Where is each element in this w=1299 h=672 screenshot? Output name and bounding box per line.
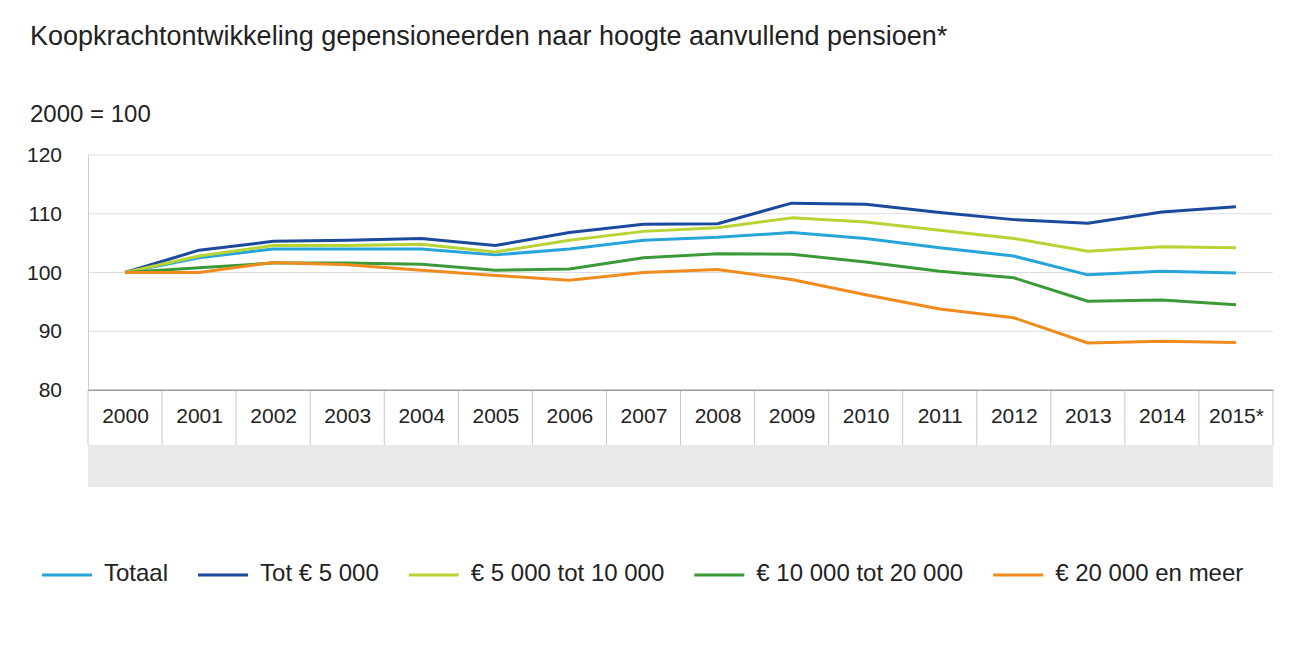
grid-line (88, 390, 1273, 391)
x-tick: 2013 (1065, 390, 1112, 427)
x-tick-label: 2014 (1139, 404, 1186, 427)
x-tick-label: 2011 (918, 404, 963, 427)
legend-label: Totaal (104, 559, 168, 586)
category-separator (162, 390, 163, 445)
grid-line (88, 155, 1273, 156)
category-separator (310, 390, 311, 445)
y-tick-label: 100 (27, 261, 62, 284)
x-tick: 2014 (1139, 390, 1186, 427)
legend-label: € 20 000 en meer (1055, 559, 1243, 586)
category-separator (606, 390, 607, 445)
category-separator (828, 390, 829, 445)
legend-item: Tot € 5 000 (198, 559, 379, 586)
y-tick-label: 80 (39, 378, 62, 401)
category-separator (458, 390, 459, 445)
legend-swatch (42, 574, 92, 577)
legend-item: € 5 000 tot 10 000 (409, 559, 665, 586)
subtitle: 2000 = 100 (30, 100, 151, 127)
x-tick-label: 2001 (176, 404, 223, 427)
y-tick: 110 (29, 202, 88, 225)
x-axis-cells (88, 390, 1273, 445)
x-tick-label: 2003 (324, 404, 371, 427)
category-separator (1050, 390, 1051, 445)
category-separator (384, 390, 385, 445)
legend-swatch (694, 574, 744, 577)
legend-label: Tot € 5 000 (260, 559, 379, 586)
x-tick: 2011 (918, 390, 963, 427)
grid-line (88, 331, 1273, 332)
x-tick-label: 2013 (1065, 404, 1112, 427)
y-tick-label: 120 (27, 143, 62, 166)
legend-swatch (993, 574, 1043, 577)
x-tick: 2009 (769, 390, 816, 427)
category-separator (680, 390, 681, 445)
category-separators (88, 390, 1273, 445)
y-tick-label: 110 (29, 202, 62, 225)
category-separator (1273, 390, 1274, 445)
x-tick: 2004 (398, 390, 445, 427)
x-tick-label: 2012 (991, 404, 1038, 427)
legend-label: € 10 000 tot 20 000 (756, 559, 963, 586)
x-tick: 2006 (547, 390, 594, 427)
series-line (125, 233, 1236, 275)
legend-swatch (198, 574, 248, 577)
legend-label: € 5 000 tot 10 000 (471, 559, 665, 586)
category-separator (236, 390, 237, 445)
x-tick: 2015* (1209, 390, 1264, 427)
x-tick: 2008 (695, 390, 742, 427)
legend-swatch (409, 574, 459, 577)
legend-item: € 20 000 en meer (993, 559, 1243, 586)
category-separator (754, 390, 755, 445)
x-tick: 2002 (250, 390, 297, 427)
lines (125, 203, 1236, 343)
x-tick-label: 2005 (472, 404, 519, 427)
series-line (125, 263, 1236, 343)
x-axis-band (88, 390, 1273, 487)
grid-line (88, 213, 1273, 214)
y-tick-label: 90 (39, 319, 62, 342)
y-tick: 120 (27, 143, 88, 166)
y-axis: 80 90 100 110 120 (27, 143, 89, 401)
x-tick: 2005 (472, 390, 519, 427)
y-axis-line (88, 156, 89, 391)
x-tick-label: 2015* (1209, 404, 1264, 427)
x-tick: 2003 (324, 390, 371, 427)
x-tick-label: 2002 (250, 404, 297, 427)
x-tick-label: 2007 (621, 404, 668, 427)
title: Koopkrachtontwikkeling gepensioneerden n… (30, 21, 948, 51)
category-separator (1198, 390, 1199, 445)
chart: Koopkrachtontwikkeling gepensioneerden n… (0, 0, 1299, 672)
legend-item: Totaal (42, 559, 168, 586)
x-tick-label: 2004 (398, 404, 445, 427)
category-separator (1124, 390, 1125, 445)
x-tick-label: 2010 (843, 404, 890, 427)
category-separator (88, 390, 89, 445)
x-tick-label: 2009 (769, 404, 816, 427)
x-axis: 2000 2001 2002 2003 2004 2005 2006 2007 2008 2009… (89, 390, 1274, 427)
series-line (125, 254, 1236, 305)
x-tick-label: 2008 (695, 404, 742, 427)
y-tick: 100 (27, 261, 88, 284)
grid (88, 155, 1273, 390)
y-tick: 90 (39, 319, 88, 342)
y-tick: 80 (39, 378, 88, 401)
legend: Totaal Tot € 5 000 € 5 000 tot 10 000 € 10 … (42, 559, 1243, 586)
category-separator (532, 390, 533, 445)
x-tick: 2012 (991, 390, 1038, 427)
category-separator (902, 390, 903, 445)
x-tick: 2001 (176, 390, 223, 427)
x-tick-label: 2006 (547, 404, 594, 427)
category-separator (976, 390, 977, 445)
x-tick: 2007 (621, 390, 668, 427)
x-tick: 2000 (102, 390, 149, 427)
x-axis-line (89, 390, 1274, 391)
x-tick: 2010 (843, 390, 890, 427)
x-tick-label: 2000 (102, 404, 149, 427)
legend-item: € 10 000 tot 20 000 (694, 559, 963, 586)
